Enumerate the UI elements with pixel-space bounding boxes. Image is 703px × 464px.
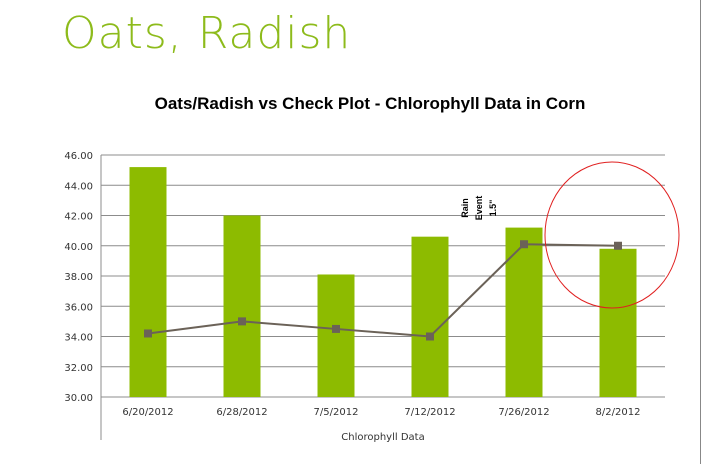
rain-event-annotation: Rain Event 1.5": [460, 196, 498, 221]
y-tick-label: 42.00: [64, 212, 93, 223]
x-tick-label: 8/2/2012: [596, 407, 641, 418]
y-tick-label: 38.00: [64, 272, 93, 283]
y-tick-label: 32.00: [64, 363, 93, 374]
x-tick-label: 6/20/2012: [122, 407, 173, 418]
line-marker: [238, 317, 246, 326]
x-tick-label: 7/5/2012: [314, 407, 359, 418]
bar: [129, 167, 167, 397]
x-axis-label: Chlorophyll Data: [341, 432, 424, 443]
chart-title: Oats/Radish vs Check Plot - Chlorophyll …: [154, 94, 586, 113]
x-tick-label: 6/28/2012: [216, 407, 267, 418]
line-marker: [332, 324, 340, 333]
x-tick-label: 7/26/2012: [498, 407, 549, 418]
y-tick-label: 46.00: [64, 151, 93, 162]
line-series: [147, 243, 619, 338]
y-tick-label: 30.00: [64, 393, 93, 404]
line-marker: [426, 332, 434, 341]
x-tick-label: 7/12/2012: [404, 407, 455, 418]
line-marker: [144, 329, 152, 338]
bar: [223, 215, 261, 397]
bar: [317, 274, 355, 397]
y-tick-label: 34.00: [64, 333, 93, 344]
bar: [505, 227, 543, 397]
slide-border: [700, 0, 701, 464]
y-tick-label: 44.00: [64, 181, 93, 192]
line-marker: [614, 241, 622, 250]
bar: [599, 248, 637, 397]
bar: [411, 236, 449, 397]
highlight-circle: [544, 161, 680, 309]
slide-title: Oats, Radish: [62, 8, 352, 59]
line-marker: [520, 240, 528, 249]
y-tick-label: 40.00: [64, 242, 93, 253]
y-tick-label: 36.00: [64, 302, 93, 313]
